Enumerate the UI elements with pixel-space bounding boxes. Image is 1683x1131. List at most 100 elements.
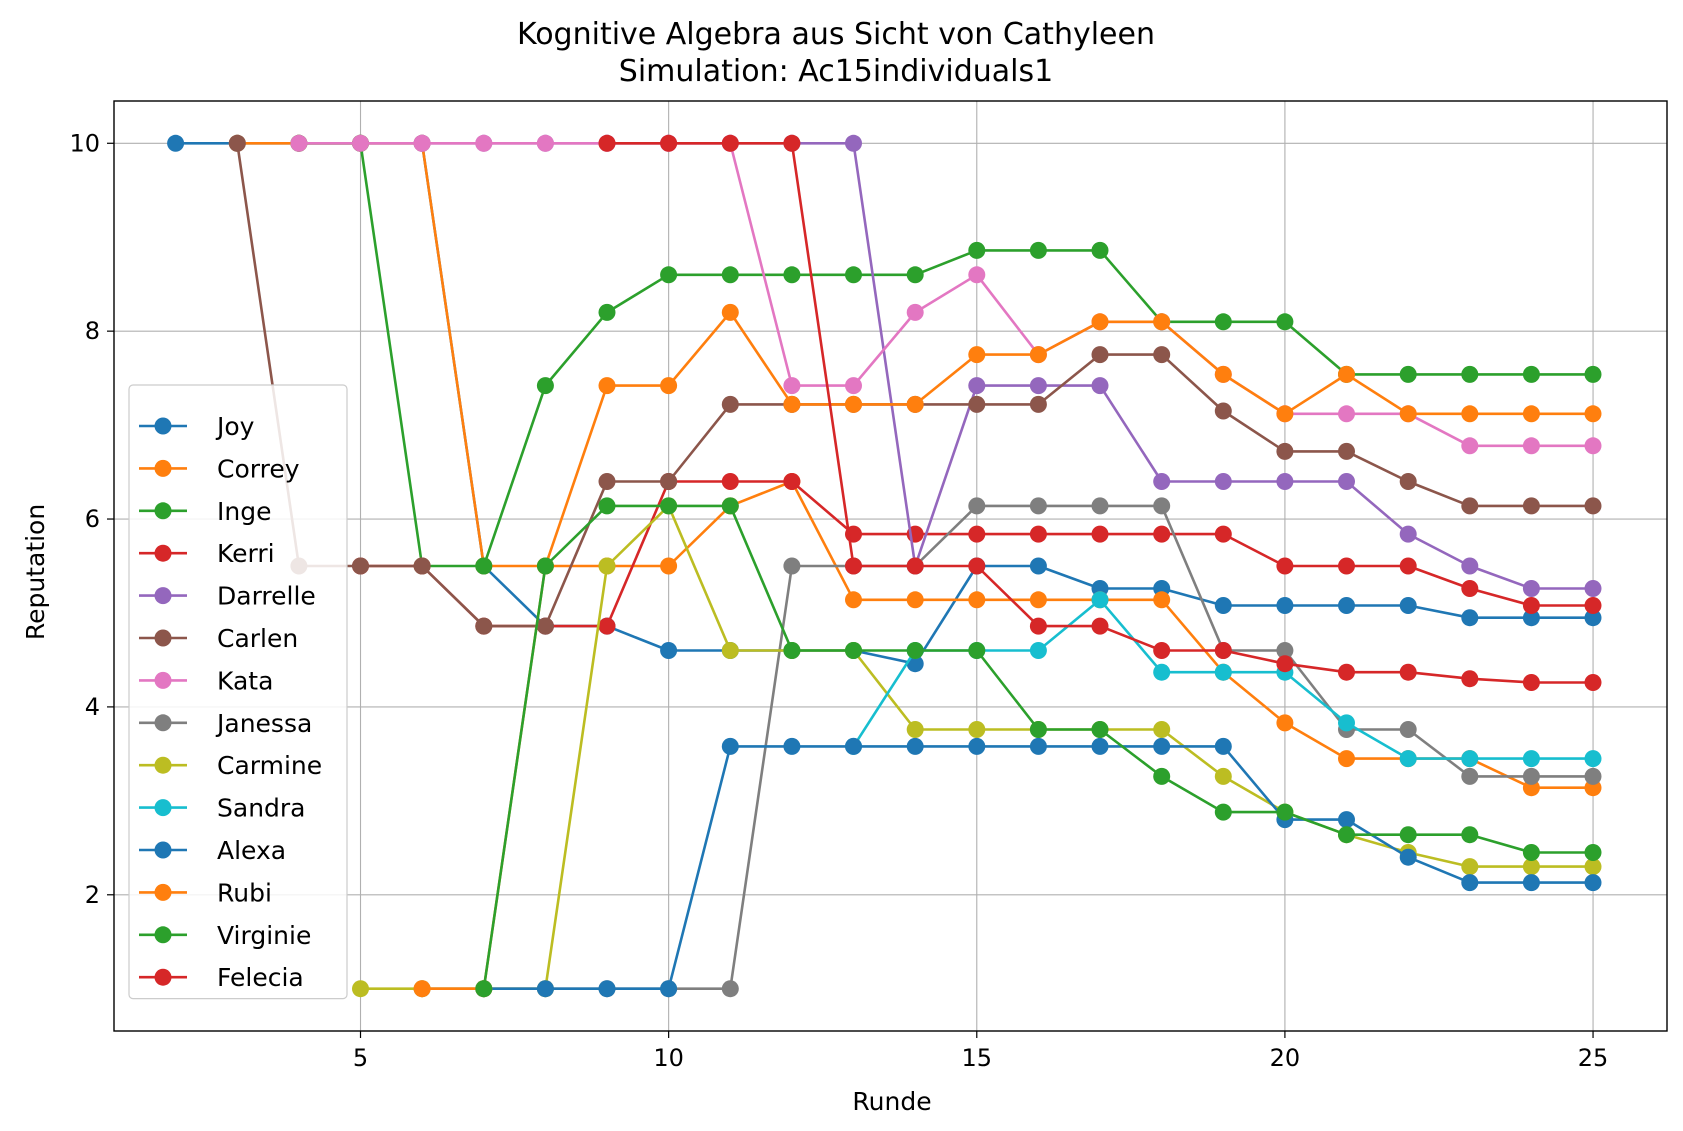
data-point-sandra xyxy=(1400,750,1417,767)
data-point-kerri xyxy=(1153,526,1170,543)
data-point-janessa xyxy=(1092,497,1109,514)
data-point-inge xyxy=(1585,366,1602,383)
legend-label: Carmine xyxy=(217,751,322,780)
data-point-kata xyxy=(907,304,924,321)
data-point-alexa xyxy=(660,980,677,997)
data-point-joy xyxy=(1338,597,1355,614)
data-point-virginie xyxy=(1400,826,1417,843)
data-point-kata xyxy=(1338,405,1355,422)
legend-label: Inge xyxy=(217,497,271,526)
data-point-carlen xyxy=(1523,497,1540,514)
data-point-joy xyxy=(660,642,677,659)
data-point-rubi xyxy=(1461,405,1478,422)
x-tick-label: 25 xyxy=(1578,1044,1609,1072)
legend-marker xyxy=(155,460,172,477)
data-point-virginie xyxy=(1585,844,1602,861)
data-point-joy xyxy=(1461,609,1478,626)
data-point-alexa xyxy=(1030,738,1047,755)
data-point-alexa xyxy=(783,738,800,755)
data-point-inge xyxy=(845,266,862,283)
data-point-felecia xyxy=(1276,655,1293,672)
data-point-kerri xyxy=(1585,597,1602,614)
data-point-virginie xyxy=(845,642,862,659)
data-point-inge xyxy=(1092,242,1109,259)
data-point-inge xyxy=(1030,242,1047,259)
data-point-felecia xyxy=(1585,674,1602,691)
data-point-inge xyxy=(783,266,800,283)
data-point-kata xyxy=(352,135,369,152)
data-point-sandra xyxy=(1461,750,1478,767)
data-point-inge xyxy=(660,266,677,283)
data-point-alexa xyxy=(1400,849,1417,866)
data-point-carlen xyxy=(475,618,492,635)
data-point-virginie xyxy=(537,558,554,575)
data-point-inge xyxy=(537,377,554,394)
data-point-kata xyxy=(537,135,554,152)
data-point-correy xyxy=(845,591,862,608)
data-point-inge xyxy=(1400,366,1417,383)
data-point-rubi xyxy=(599,377,616,394)
data-point-carlen xyxy=(722,396,739,413)
data-point-carlen xyxy=(1585,497,1602,514)
data-point-alexa xyxy=(845,738,862,755)
legend-marker xyxy=(155,714,172,731)
data-point-felecia xyxy=(1338,664,1355,681)
data-point-janessa xyxy=(1030,497,1047,514)
legend-label: Virginie xyxy=(217,921,311,950)
data-point-carlen xyxy=(599,473,616,490)
data-point-virginie xyxy=(475,980,492,997)
legend-label: Kerri xyxy=(217,539,275,568)
data-point-rubi xyxy=(845,396,862,413)
data-point-kerri xyxy=(1400,558,1417,575)
data-point-virginie xyxy=(660,497,677,514)
data-point-rubi xyxy=(968,346,985,363)
data-point-carlen xyxy=(1153,346,1170,363)
data-point-darrelle xyxy=(1215,473,1232,490)
data-point-kerri xyxy=(1461,580,1478,597)
data-point-carlen xyxy=(1400,473,1417,490)
data-point-sandra xyxy=(1585,750,1602,767)
data-point-rubi xyxy=(1030,346,1047,363)
data-point-inge xyxy=(1523,366,1540,383)
data-point-sandra xyxy=(1523,750,1540,767)
data-point-carlen xyxy=(1215,403,1232,420)
data-point-joy xyxy=(1400,597,1417,614)
data-point-rubi xyxy=(1215,366,1232,383)
data-point-kerri xyxy=(783,473,800,490)
data-point-correy xyxy=(1030,591,1047,608)
data-point-virginie xyxy=(1523,844,1540,861)
data-point-correy xyxy=(660,558,677,575)
legend-marker xyxy=(155,502,172,519)
y-tick-label: 8 xyxy=(85,317,100,345)
data-point-alexa xyxy=(907,738,924,755)
data-point-inge xyxy=(1215,313,1232,330)
data-point-rubi xyxy=(1092,313,1109,330)
data-point-janessa xyxy=(1400,721,1417,738)
data-point-kata xyxy=(783,377,800,394)
data-point-joy xyxy=(167,135,184,152)
data-point-darrelle xyxy=(1338,473,1355,490)
data-point-kerri xyxy=(722,473,739,490)
data-point-carmine xyxy=(1153,721,1170,738)
data-point-kerri xyxy=(968,526,985,543)
data-point-rubi xyxy=(1523,405,1540,422)
data-point-felecia xyxy=(722,135,739,152)
data-point-inge xyxy=(722,266,739,283)
data-point-inge xyxy=(1461,366,1478,383)
data-point-darrelle xyxy=(1461,558,1478,575)
data-point-carlen xyxy=(660,473,677,490)
data-point-rubi xyxy=(1276,405,1293,422)
data-point-janessa xyxy=(1585,768,1602,785)
data-point-kerri xyxy=(1092,526,1109,543)
legend-label: Felecia xyxy=(217,963,304,992)
legend-label: Kata xyxy=(217,666,273,695)
legend-marker xyxy=(155,799,172,816)
data-point-darrelle xyxy=(1092,377,1109,394)
data-point-carlen xyxy=(1092,346,1109,363)
data-point-alexa xyxy=(537,980,554,997)
data-point-felecia xyxy=(1092,618,1109,635)
legend-marker xyxy=(155,757,172,774)
data-point-virginie xyxy=(722,497,739,514)
data-point-virginie xyxy=(968,642,985,659)
